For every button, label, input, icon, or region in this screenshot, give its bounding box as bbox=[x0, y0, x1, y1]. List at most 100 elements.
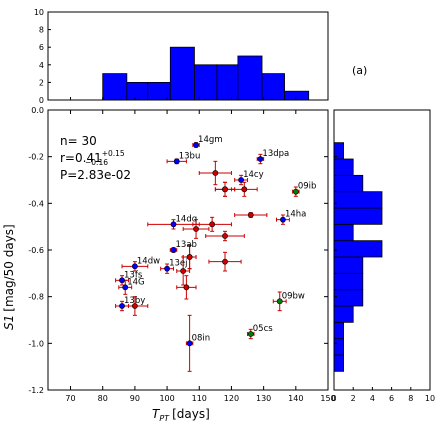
y-axis-label: S1 [mag/50 days] bbox=[2, 224, 16, 330]
data-point bbox=[173, 158, 180, 165]
point-label: 05cs bbox=[253, 324, 273, 334]
data-point bbox=[247, 331, 254, 337]
point-label: 13by bbox=[124, 296, 145, 306]
x-tick-label: 130 bbox=[256, 394, 271, 403]
point-label: 13fs bbox=[124, 270, 143, 280]
right-histogram-bars bbox=[333, 142, 383, 372]
data-point bbox=[186, 254, 193, 260]
x-axis-label: TPT [days] bbox=[152, 407, 210, 423]
data-point bbox=[193, 226, 199, 232]
x-tick-label: 90 bbox=[130, 394, 140, 403]
top-y-tick-label: 2 bbox=[39, 78, 44, 87]
data-point bbox=[164, 265, 170, 272]
data-point bbox=[193, 142, 199, 148]
y-tick-label: -0.2 bbox=[28, 153, 44, 162]
x-axis-subscript: PT bbox=[159, 414, 170, 423]
right-histogram-bar bbox=[333, 207, 383, 225]
data-point bbox=[247, 212, 254, 218]
right-histogram-bar bbox=[333, 321, 345, 340]
top-histogram-bar bbox=[102, 73, 128, 101]
data-point bbox=[209, 221, 216, 228]
right-x-tick-label: 0 bbox=[331, 394, 336, 403]
top-y-tick-label: 10 bbox=[34, 8, 44, 17]
right-x-tick-label: 6 bbox=[389, 394, 394, 403]
right-histogram-bar bbox=[333, 191, 383, 209]
right-histogram-frame bbox=[333, 109, 431, 391]
data-point bbox=[170, 221, 177, 228]
right-histogram-bar bbox=[333, 354, 345, 372]
data-points bbox=[119, 142, 299, 347]
data-point bbox=[186, 340, 193, 347]
right-x-tick-label: 8 bbox=[408, 394, 413, 403]
top-histogram-bar bbox=[261, 73, 285, 101]
x-tick-label: 120 bbox=[224, 394, 239, 403]
y-tick-label: -0.8 bbox=[28, 293, 44, 302]
point-label: 13ab bbox=[176, 240, 197, 250]
right-x-tick-label: 10 bbox=[425, 394, 435, 403]
top-y-tick-label: 4 bbox=[39, 61, 44, 70]
point-label: 14G bbox=[127, 277, 144, 287]
top-histogram-bar bbox=[126, 82, 149, 101]
data-point bbox=[131, 303, 138, 309]
y-axis-symbol: S1 bbox=[2, 315, 16, 330]
data-point bbox=[222, 186, 228, 193]
data-point bbox=[183, 284, 190, 291]
data-point bbox=[280, 216, 286, 223]
x-tick-label: 100 bbox=[159, 394, 174, 403]
data-point bbox=[292, 188, 299, 195]
top-histogram-bars bbox=[102, 46, 310, 101]
data-point bbox=[131, 263, 138, 270]
right-histogram: 0 2 4 6 8 10 bbox=[331, 109, 435, 403]
top-histogram-bar bbox=[237, 55, 263, 101]
data-point bbox=[122, 284, 129, 291]
x-tick-label: 140 bbox=[288, 394, 303, 403]
right-histogram-bar bbox=[333, 158, 354, 176]
x-tick-label: 150 bbox=[320, 394, 335, 403]
data-point bbox=[276, 298, 283, 305]
point-label: 14cy bbox=[243, 170, 264, 180]
stat-r-upper: +0.15 bbox=[102, 149, 125, 158]
data-point bbox=[180, 268, 187, 274]
data-point bbox=[222, 258, 228, 265]
top-histogram-frame bbox=[47, 11, 329, 101]
y-tick-label: -0.6 bbox=[28, 246, 44, 255]
right-histogram-bar bbox=[333, 240, 383, 258]
stat-p: P=2.83e-02 bbox=[60, 168, 131, 182]
y-tick-label: -1.2 bbox=[28, 386, 44, 395]
right-histogram-bar bbox=[333, 305, 354, 323]
stat-r: r=0.41+0.15 bbox=[60, 149, 125, 165]
right-histogram-bar bbox=[333, 289, 364, 307]
right-histogram-bar bbox=[333, 272, 364, 291]
point-label: 14ha bbox=[285, 210, 306, 220]
right-histogram-bar bbox=[333, 256, 364, 274]
point-label: 09ib bbox=[298, 182, 317, 192]
y-tick-label: -1.0 bbox=[28, 339, 44, 348]
data-point bbox=[170, 247, 177, 253]
point-label: 09bw bbox=[282, 291, 305, 301]
data-point bbox=[212, 170, 219, 176]
data-point bbox=[257, 156, 264, 162]
stat-n: n= 30 bbox=[60, 134, 97, 148]
x-tick-label: 110 bbox=[192, 394, 207, 403]
right-histogram-bar bbox=[333, 174, 364, 193]
top-histogram-bar bbox=[194, 64, 218, 101]
point-labels: 14gm 13bu 13dpa 14cy 09ib 14ha 14dq 13ab 14dw 13e… bbox=[124, 135, 316, 343]
top-y-tick-label: 8 bbox=[39, 26, 44, 35]
data-point bbox=[241, 186, 248, 193]
top-histogram-bar bbox=[169, 46, 195, 101]
top-y-tick-label: 0 bbox=[39, 96, 44, 105]
y-axis-unit: [mag/50 days] bbox=[2, 224, 16, 311]
panel-label: (a) bbox=[352, 64, 367, 77]
x-axis-unit: [days] bbox=[172, 407, 210, 421]
point-label: 14dq bbox=[176, 214, 198, 224]
point-label: 13dpa bbox=[262, 149, 289, 159]
x-tick-label: 70 bbox=[65, 394, 75, 403]
data-point bbox=[222, 233, 228, 239]
top-histogram-bar bbox=[216, 64, 239, 101]
main-scatter-panel: 70 80 90 100 110 120 130 140 150 0.0 -0.2 -0.4 -0.6 -… bbox=[2, 106, 336, 423]
top-histogram-bar bbox=[284, 90, 310, 101]
y-tick-label: 0.0 bbox=[31, 106, 44, 115]
right-x-tick-label: 2 bbox=[351, 394, 356, 403]
x-axis-symbol: T bbox=[152, 407, 161, 421]
